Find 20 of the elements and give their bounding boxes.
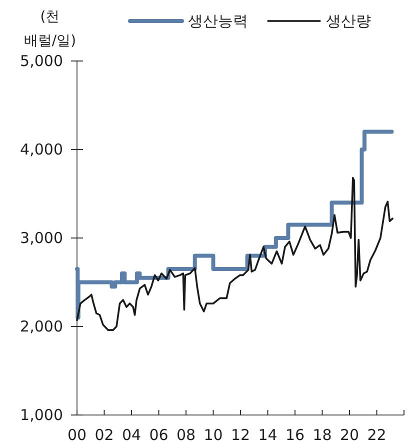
x-tick-label: 16	[285, 426, 305, 443]
y-tick-label: 1,000	[20, 406, 63, 424]
x-tick-label: 08	[176, 426, 196, 443]
x-tick-label: 02	[94, 426, 114, 443]
x-tick-label: 04	[122, 426, 142, 443]
x-tick-label: 00	[67, 426, 87, 443]
x-tick-label: 12	[230, 426, 250, 443]
y-tick-label: 3,000	[20, 229, 63, 247]
y-tick-label: 5,000	[20, 52, 63, 70]
x-tick-label: 22	[367, 426, 386, 443]
x-tick-label: 06	[149, 426, 168, 443]
legend-label: 생산능력	[188, 12, 248, 30]
legend-label: 생산량	[326, 12, 371, 30]
x-tick-label: 20	[340, 426, 360, 443]
x-tick-label: 14	[258, 426, 278, 443]
y-tick-label: 4,000	[20, 140, 63, 158]
x-tick-label: 18	[312, 426, 332, 443]
x-tick-label: 10	[204, 426, 223, 443]
y-tick-label: 2,000	[20, 318, 63, 336]
y-axis-title: (천 배럴/일)	[24, 9, 76, 49]
